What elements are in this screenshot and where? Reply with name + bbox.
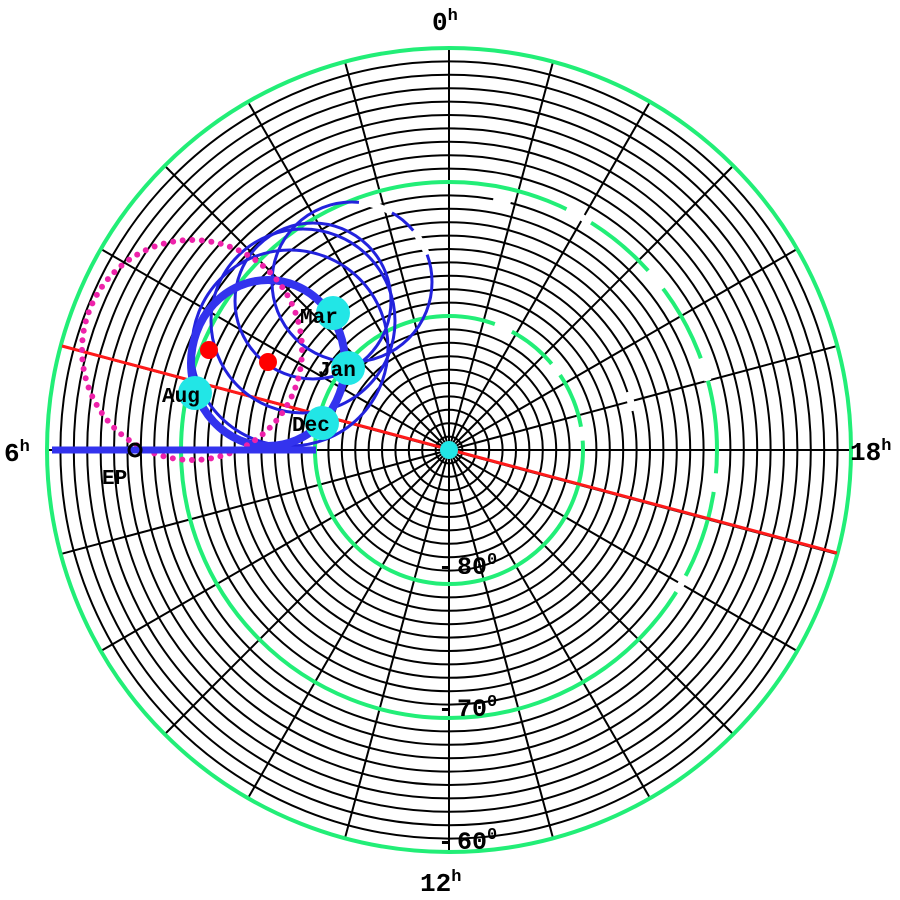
declination-label-80: -800 (438, 551, 497, 582)
orbit-circle (233, 221, 393, 381)
orbit-gap (410, 228, 430, 256)
grid-ring (367, 368, 531, 532)
cyan-marker (440, 441, 458, 459)
month-label-jan: Jan (318, 360, 356, 383)
ring-gap (492, 195, 512, 206)
grid-ring (421, 422, 477, 478)
month-label-mar: Mar (300, 307, 338, 330)
grid-ring (407, 408, 491, 492)
cyan-marker (316, 296, 350, 330)
grid-ring (434, 435, 464, 465)
ring-gap (673, 574, 689, 594)
month-label-aug: Aug (162, 386, 200, 409)
hour-label-18: 18h (850, 437, 891, 468)
ring-gap (710, 473, 720, 493)
cyan-marker (178, 376, 212, 410)
grid-ring (354, 355, 544, 545)
cyan-marker (305, 406, 339, 440)
hour-label-0: 0h (432, 7, 458, 38)
hour-label-12: 12h (420, 868, 461, 899)
dotted-circle-path (79, 237, 305, 463)
ep-point (127, 442, 143, 458)
grid-ring (340, 341, 558, 559)
orbit-gap (358, 199, 394, 216)
declination-ring (45, 46, 853, 854)
ring-gap (577, 426, 587, 441)
ep-label: EP (102, 468, 127, 491)
ring-gap (645, 268, 666, 291)
hour-label-6: 6h (4, 438, 30, 469)
declination-label-60: -600 (438, 826, 497, 857)
ring-gap (493, 320, 514, 335)
cyan-marker (331, 351, 365, 385)
red-point (259, 353, 277, 371)
dotted-circle (79, 237, 305, 463)
grid-ring (381, 382, 517, 518)
ring-gap (548, 361, 563, 378)
month-markers (178, 296, 458, 459)
grid-ring (394, 395, 504, 505)
grid-ring (327, 328, 571, 572)
ring-gap (697, 357, 712, 382)
month-label-dec: Dec (292, 415, 330, 438)
ring-gap (564, 205, 593, 226)
declination-label-70: -700 (438, 693, 497, 724)
ring-gap (624, 390, 637, 412)
dashed-ring-gaps (492, 195, 720, 594)
red-point (200, 341, 218, 359)
orbit-circle (209, 227, 397, 415)
